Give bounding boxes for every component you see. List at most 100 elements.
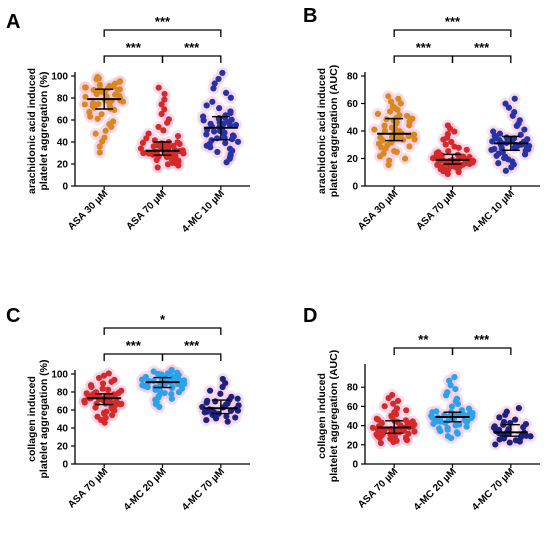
data-point — [453, 395, 461, 402]
data-point — [451, 373, 458, 381]
data-point — [502, 167, 509, 174]
data-point — [94, 115, 101, 122]
data-point — [522, 421, 530, 428]
data-point — [374, 110, 382, 118]
data-point — [212, 398, 219, 405]
data-point — [444, 122, 451, 129]
data-point — [377, 439, 384, 447]
data-point — [83, 390, 90, 397]
data-point — [160, 127, 167, 134]
panel-label: A — [6, 11, 20, 33]
data-point — [99, 380, 107, 387]
data-point — [99, 385, 106, 392]
data-point — [214, 148, 221, 156]
data-point — [87, 382, 95, 389]
y-tick-label: 20 — [57, 442, 69, 453]
significance-bracket — [103, 29, 222, 37]
significance-bracket — [393, 29, 512, 37]
data-point — [96, 81, 104, 88]
data-point — [174, 139, 181, 146]
data-point — [444, 170, 451, 178]
x-tick-label: ASA 70 µM — [66, 466, 110, 510]
data-point — [232, 414, 239, 421]
data-point — [174, 132, 182, 140]
data-point — [387, 435, 394, 442]
data-point — [503, 134, 510, 141]
data-point — [174, 369, 181, 376]
x-tick-label: ASA 70 µM — [414, 188, 458, 232]
data-point — [98, 111, 105, 118]
y-tick-label: 40 — [57, 138, 69, 149]
data-point — [496, 130, 504, 137]
data-point — [448, 138, 455, 146]
x-tick-label: ASA 30 µM — [66, 188, 110, 232]
data-point — [456, 421, 463, 428]
panel-label: C — [6, 305, 20, 327]
data-point — [106, 398, 113, 405]
data-point — [226, 145, 234, 152]
significance-bracket — [393, 55, 454, 63]
data-point — [101, 134, 108, 141]
data-point — [155, 84, 162, 91]
data-point — [207, 120, 214, 127]
data-point — [154, 164, 161, 171]
data-point — [411, 131, 418, 138]
data-point — [222, 139, 229, 147]
data-point — [203, 102, 210, 109]
data-point — [222, 89, 230, 96]
y-axis-label: platelet aggregation (AUC) — [328, 350, 340, 482]
data-point — [204, 397, 211, 404]
data-point — [433, 408, 440, 415]
data-point — [496, 414, 503, 421]
y-tick-label: 20 — [347, 154, 359, 165]
significance-label: *** — [184, 40, 200, 55]
y-axis-label: arachidonic acid induced — [26, 68, 38, 194]
data-point — [227, 407, 234, 415]
data-point — [386, 108, 394, 115]
significance-label: *** — [445, 14, 461, 29]
data-point — [516, 117, 523, 124]
data-point — [203, 417, 210, 424]
data-point — [111, 91, 119, 98]
data-point — [393, 437, 400, 444]
x-tick-label: 4-MC 20 µM — [412, 466, 459, 513]
data-point — [404, 112, 411, 120]
y-tick-label: 80 — [57, 94, 69, 105]
x-tick-label: ASA 70 µM — [356, 466, 400, 510]
y-tick-label: 40 — [347, 127, 359, 138]
y-tick-label: 0 — [352, 182, 358, 193]
data-point — [139, 139, 147, 146]
data-point — [106, 82, 113, 89]
panel-label: B — [303, 5, 317, 27]
data-point — [444, 131, 451, 138]
significance-label: * — [160, 312, 166, 327]
data-point — [401, 155, 409, 162]
data-point — [210, 85, 217, 92]
data-point — [118, 387, 125, 394]
data-point — [116, 78, 124, 85]
data-point — [385, 93, 392, 100]
significance-bracket — [451, 347, 512, 355]
data-point — [211, 80, 218, 87]
y-tick-label: 40 — [347, 421, 359, 432]
data-point — [156, 392, 163, 399]
data-point — [500, 418, 508, 426]
data-point — [175, 157, 182, 164]
data-point — [234, 138, 242, 145]
data-point — [442, 141, 449, 148]
data-point — [137, 145, 145, 152]
data-point — [168, 390, 175, 398]
data-point — [111, 376, 118, 383]
data-point — [390, 400, 397, 407]
y-axis-label: platelet aggregation (%) — [38, 359, 50, 478]
x-tick-label: 4-MC 70 µM — [180, 466, 227, 513]
data-point — [94, 413, 101, 420]
data-point — [208, 137, 215, 144]
x-tick-label: 4-MC 20 µM — [122, 466, 169, 513]
significance-label: *** — [126, 338, 142, 353]
data-point — [143, 135, 150, 142]
data-point — [512, 437, 519, 444]
